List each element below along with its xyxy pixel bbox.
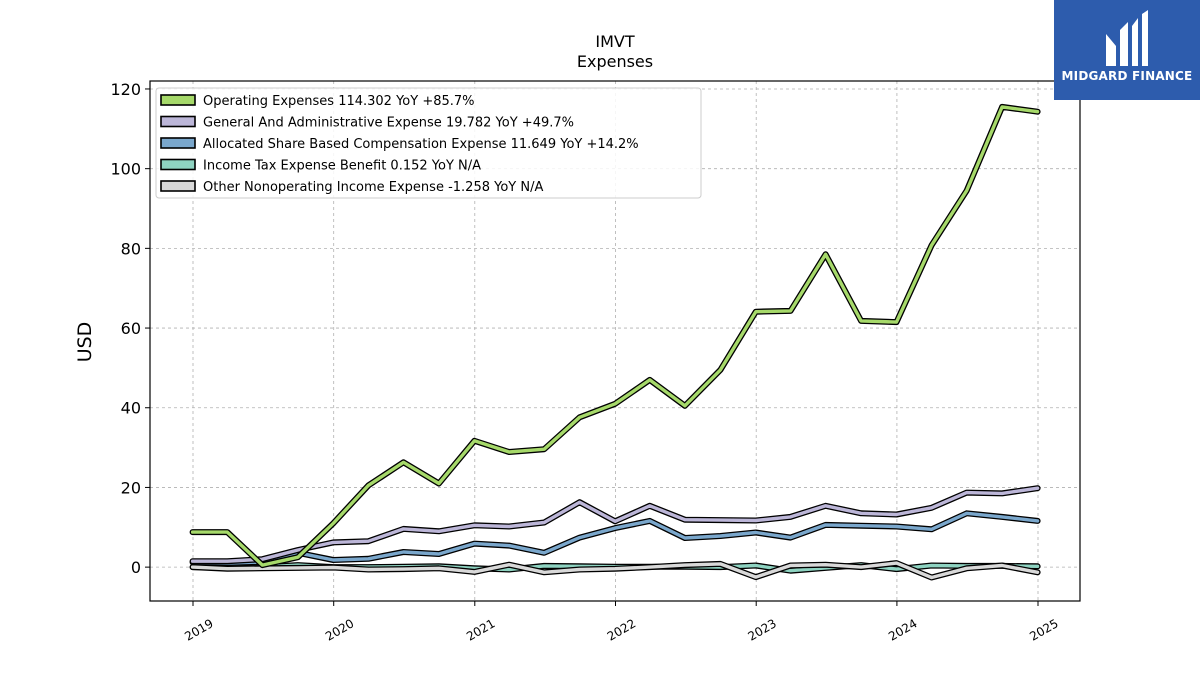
y-tick-label: 100 <box>110 160 141 179</box>
chart-title: IMVT <box>595 32 635 51</box>
y-tick-label: 120 <box>110 80 141 99</box>
series-line <box>190 511 1040 565</box>
y-axis: 0 20 40 60 80 100 120 <box>110 80 150 577</box>
legend-entry: General And Administrative Expense 19.78… <box>203 116 574 131</box>
legend-swatch <box>160 137 196 149</box>
y-tick-label: 20 <box>121 478 141 497</box>
legend-swatch <box>160 158 196 171</box>
legend-box <box>155 87 702 199</box>
legend-swatch <box>160 180 196 192</box>
x-tick-label: 2020 <box>323 616 356 643</box>
legend-entry: Operating Expenses 114.302 YoY +85.7% <box>203 94 475 109</box>
y-tick-label: 60 <box>121 319 141 338</box>
legend-entry: Income Tax Expense Benefit 0.152 YoY N/A <box>203 159 481 174</box>
chart-subtitle: Expenses <box>576 52 654 71</box>
legend-swatch <box>160 115 196 128</box>
midgard-logo-icon <box>1106 10 1148 66</box>
series-line <box>190 486 1040 563</box>
series-line <box>190 561 1040 580</box>
x-tick-label: 2019 <box>182 616 215 643</box>
y-tick-label: 40 <box>121 399 141 418</box>
x-tick-label: 2023 <box>745 616 778 643</box>
x-tick-label: 2024 <box>886 616 919 643</box>
series-layer <box>189 103 1041 581</box>
legend-entry: Allocated Share Based Compensation Expen… <box>203 137 639 152</box>
legend-entry: Other Nonoperating Income Expense -1.258… <box>203 180 543 195</box>
logo-text: MIDGARD FINANCE <box>1061 69 1193 83</box>
y-tick-label: 80 <box>121 239 141 258</box>
x-tick-label: 2022 <box>605 616 638 643</box>
series-line <box>190 105 1040 567</box>
legend-swatch <box>160 94 196 106</box>
midgard-finance-logo: MIDGARD FINANCE <box>1054 0 1200 100</box>
x-tick-label: 2025 <box>1027 616 1060 643</box>
x-tick-label: 2021 <box>464 616 497 643</box>
y-axis-label: USD <box>74 322 96 363</box>
y-tick-label: 0 <box>131 558 141 577</box>
x-axis: 2019 2020 2021 2022 2023 2024 2025 <box>182 601 1061 644</box>
legend: Operating Expenses 114.302 YoY +85.7% Gen… <box>155 87 702 199</box>
